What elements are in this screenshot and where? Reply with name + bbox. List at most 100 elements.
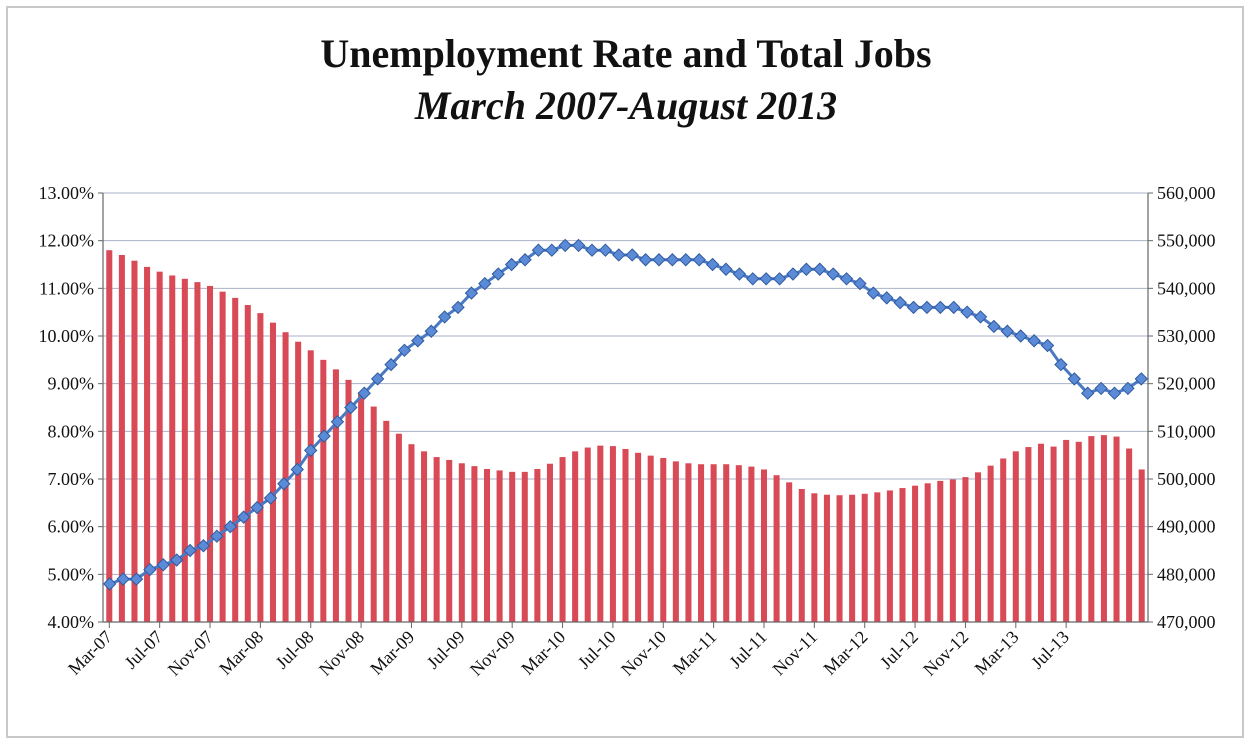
unemployment-bar (534, 468, 541, 622)
jobs-point (384, 357, 398, 372)
left-axis-tick-label: 12.00% (39, 231, 95, 251)
unemployment-bar (710, 464, 717, 622)
axes (98, 192, 1153, 628)
jobs-point (1107, 386, 1122, 400)
jobs-point (853, 276, 867, 291)
jobs-point (504, 257, 519, 272)
unemployment-bar (660, 458, 667, 622)
jobs-point (839, 272, 854, 286)
right-axis-tick-label: 510,000 (1157, 421, 1216, 441)
x-axis-tick-label: Jul-07 (121, 627, 167, 673)
unemployment-bar (282, 332, 289, 622)
jobs-point (692, 253, 706, 267)
unemployment-bar (723, 464, 730, 622)
unemployment-bar (358, 392, 365, 622)
unemployment-bar (924, 483, 931, 622)
unemployment-bar (798, 489, 805, 622)
unemployment-bar (748, 466, 755, 622)
jobs-point (1027, 334, 1041, 348)
jobs-point (236, 510, 251, 524)
x-axis-tick-label: Nov-09 (466, 627, 519, 680)
x-axis-tick-label: Mar-08 (215, 627, 267, 679)
unemployment-bar (647, 455, 654, 622)
left-axis-tick-label: 8.00% (48, 421, 95, 441)
unemployment-bar (483, 468, 491, 622)
unemployment-bar (786, 482, 793, 622)
jobs-point (1000, 324, 1015, 338)
unemployment-bar (698, 464, 705, 622)
unemployment-bar (307, 350, 314, 622)
unemployment-bar (987, 465, 994, 622)
unemployment-bar (1088, 436, 1095, 622)
unemployment-bar (395, 433, 402, 622)
unemployment-bar (244, 305, 251, 622)
x-axis-tick-label: Nov-07 (164, 627, 217, 680)
unemployment-bar (836, 495, 843, 622)
x-axis-tick-label: Mar-07 (64, 627, 116, 679)
jobs-point (719, 262, 733, 276)
unemployment-bar (949, 479, 956, 622)
x-axis-tick-label: Jul-13 (1027, 627, 1073, 673)
unemployment-bar (144, 266, 151, 622)
jobs-point (196, 539, 211, 553)
jobs-point (169, 553, 184, 567)
jobs-point (1067, 372, 1082, 386)
unemployment-bar (181, 278, 188, 622)
unemployment-bar (169, 275, 176, 622)
jobs-point (223, 519, 237, 534)
left-axis-tick-label: 10.00% (39, 326, 95, 346)
unemployment-bar (458, 463, 465, 622)
jobs-point (1121, 381, 1135, 396)
jobs-point (277, 477, 291, 491)
jobs-point (1040, 338, 1055, 353)
jobs-point (357, 386, 371, 400)
unemployment-bar (597, 445, 604, 622)
unemployment-bar (773, 475, 780, 622)
jobs-point (1094, 381, 1108, 396)
jobs-point (571, 238, 586, 253)
jobs-point (759, 272, 773, 286)
jobs-point (880, 291, 894, 305)
unemployment-bar (345, 379, 352, 622)
right-axis-tick-label: 520,000 (1157, 374, 1216, 394)
x-axis-tick-label: Mar-10 (517, 627, 569, 679)
jobs-point (866, 286, 881, 300)
unemployment-bar (559, 457, 566, 622)
jobs-line (102, 238, 1149, 591)
jobs-point (210, 529, 224, 543)
jobs-point (437, 310, 452, 324)
unemployment-bar (1025, 447, 1032, 622)
unemployment-bar (156, 271, 163, 622)
x-axis-tick-label: Jul-11 (725, 627, 770, 672)
unemployment-bar (509, 471, 516, 622)
jobs-point (129, 572, 144, 586)
x-axis-tick-label: Mar-11 (669, 627, 721, 679)
chart-subtitle: March 2007-August 2013 (414, 83, 838, 128)
unemployment-bar (408, 444, 415, 622)
unemployment-bar (219, 291, 226, 622)
unemployment-bar (937, 480, 944, 622)
jobs-point (679, 253, 693, 267)
unemployment-bar (206, 285, 214, 622)
right-axis-tick-label: 530,000 (1157, 326, 1216, 346)
jobs-point (799, 262, 814, 276)
left-axis-tick-label: 11.00% (39, 278, 94, 298)
unemployment-bar (269, 322, 276, 622)
unemployment-bar (106, 250, 113, 622)
jobs-point (585, 243, 599, 257)
right-axis-tick-label: 560,000 (1157, 183, 1216, 203)
right-axis-tick-label: 500,000 (1157, 469, 1216, 489)
unemployment-bar (823, 494, 830, 622)
unemployment-bar (672, 461, 679, 622)
unemployment-bar (685, 463, 692, 622)
jobs-point (491, 267, 505, 281)
jobs-point (612, 248, 626, 262)
right-axis-tick-label: 470,000 (1157, 612, 1216, 632)
jobs-point (102, 577, 117, 591)
jobs-point (558, 238, 572, 253)
unemployment-bar (1100, 435, 1107, 622)
jobs-point (344, 400, 358, 415)
right-axis-tick-label: 540,000 (1157, 278, 1216, 298)
x-axis-tick-label: Jul-09 (423, 627, 469, 673)
